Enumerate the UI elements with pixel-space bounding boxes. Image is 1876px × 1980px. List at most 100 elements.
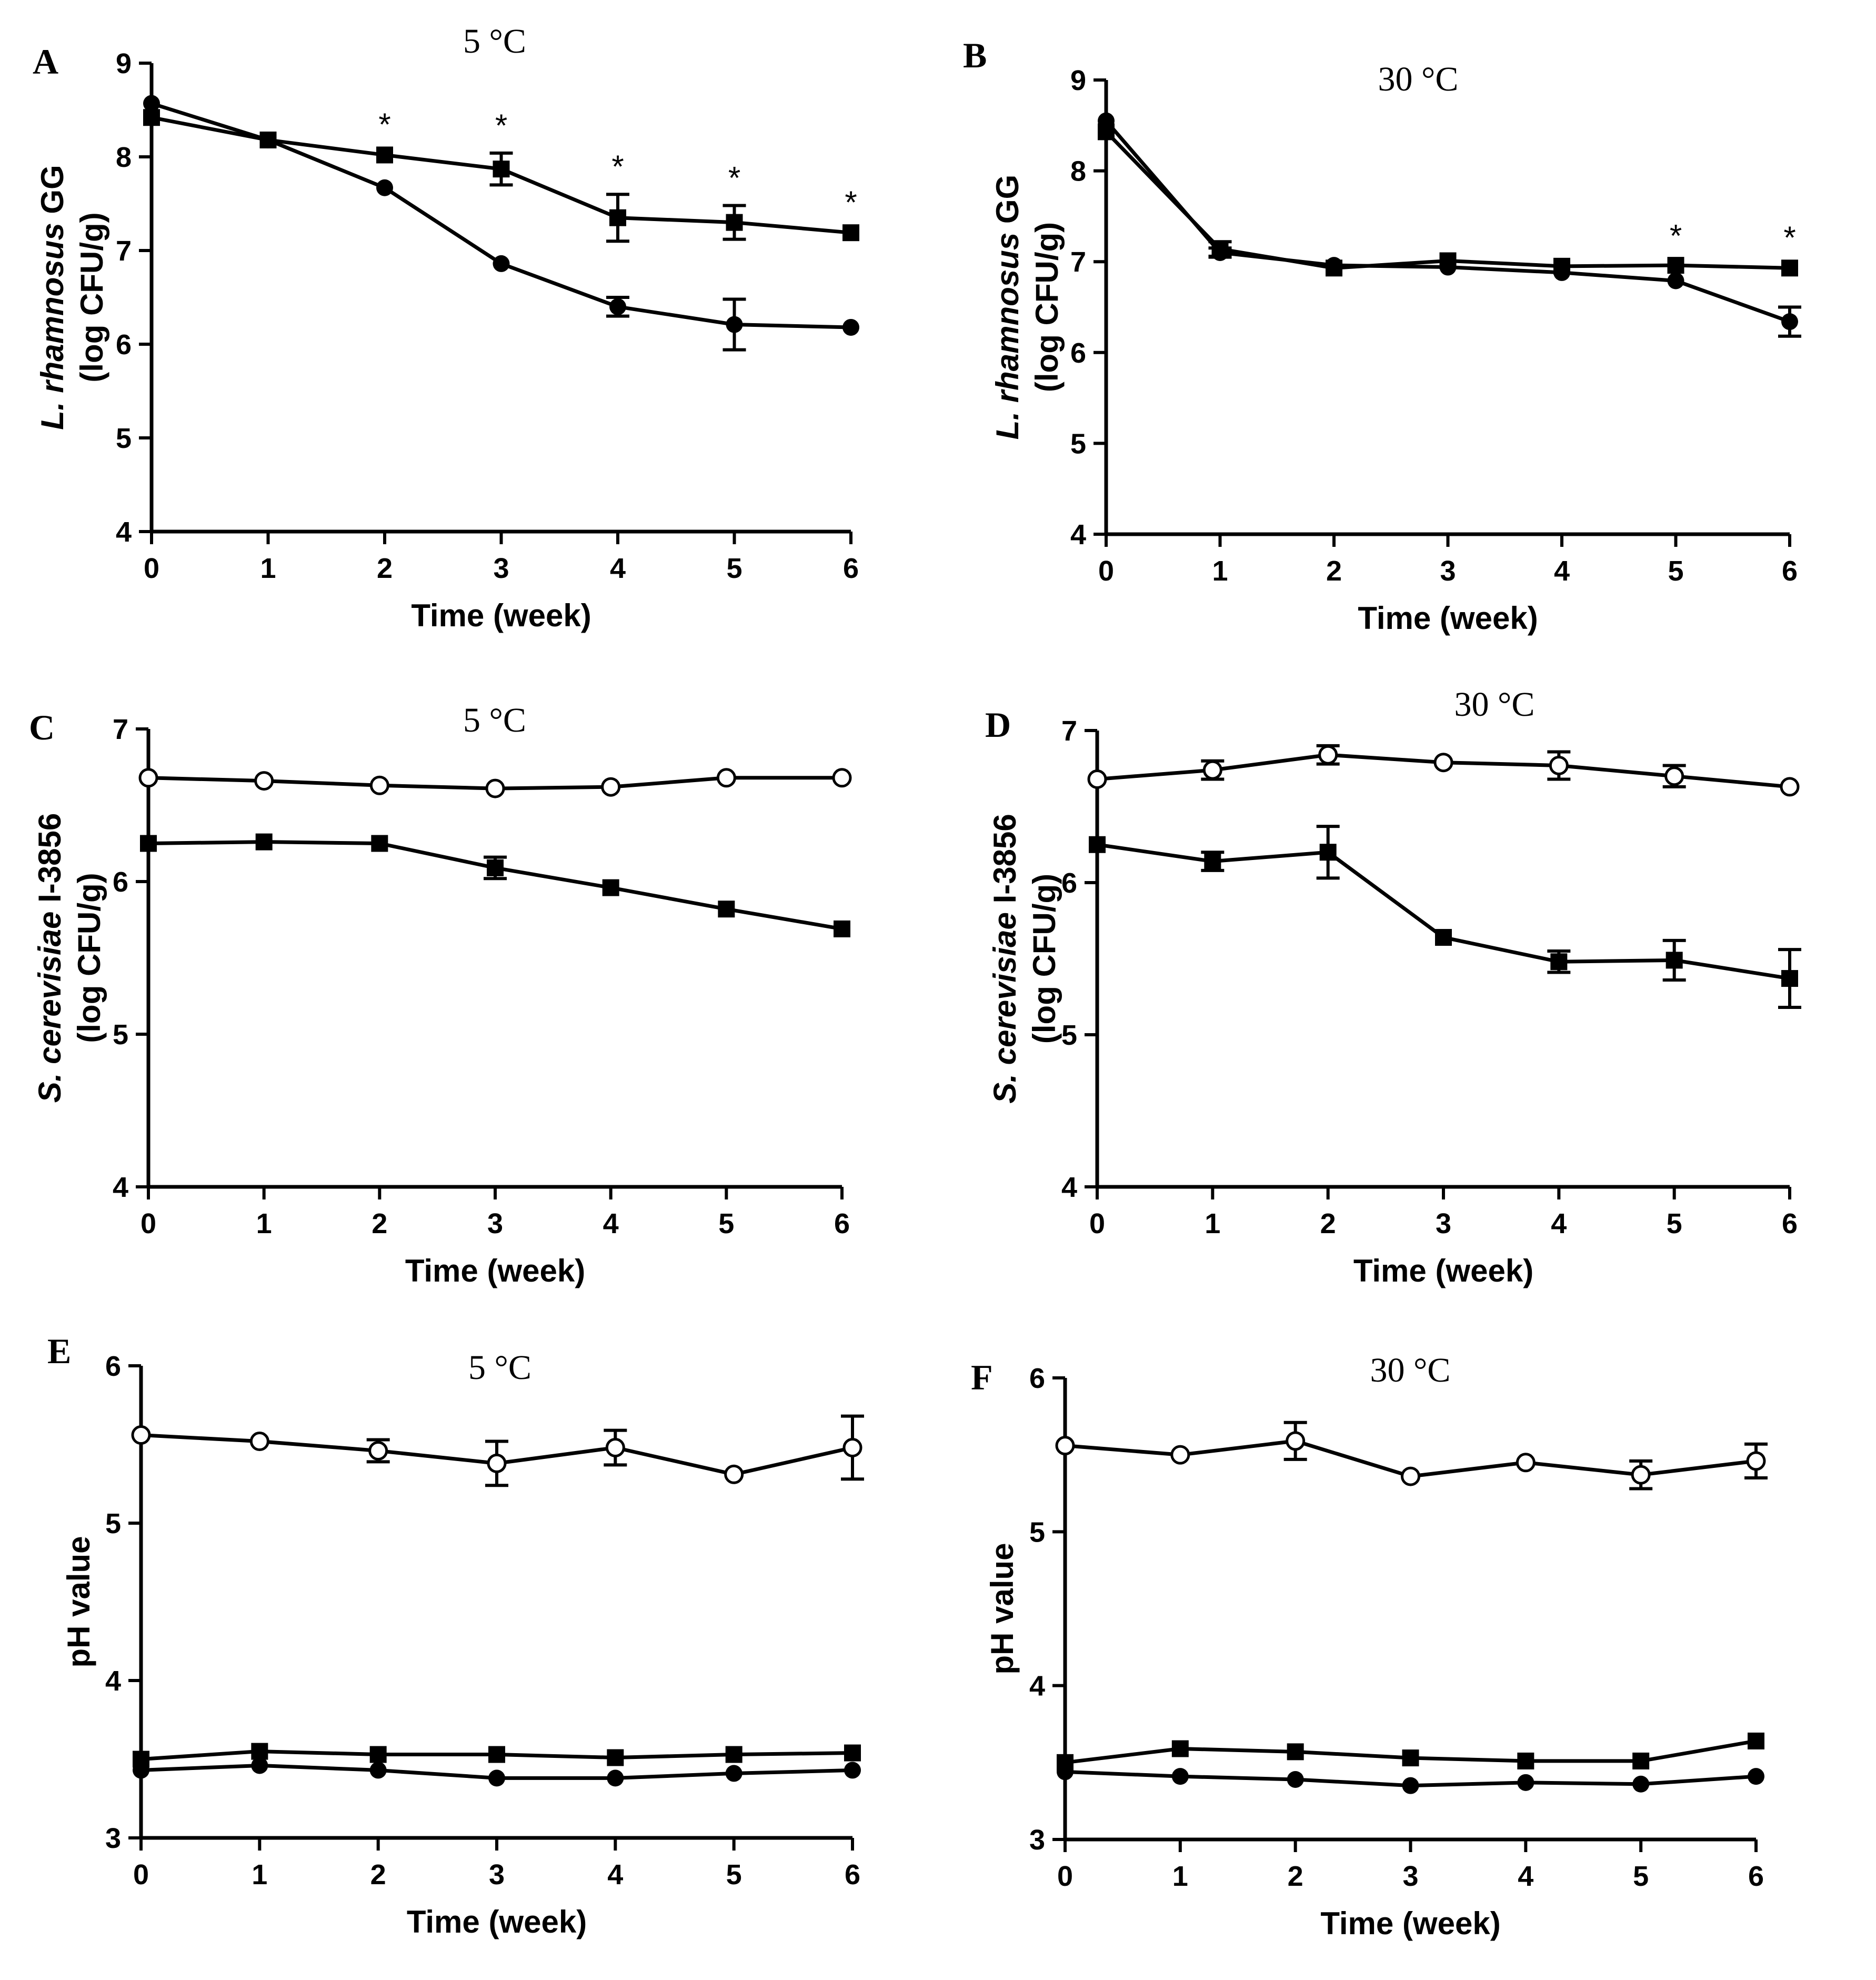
data-point-square [1632,1752,1650,1769]
x-tick-label: 3 [493,553,509,584]
x-tick-label: 1 [256,1208,272,1239]
x-tick-label: 0 [141,1208,156,1239]
y-tick-label: 4 [105,1665,121,1697]
y-tick-label: 6 [1070,337,1086,369]
significance-star: * [728,161,740,196]
x-tick-label: 6 [1782,555,1798,587]
x-tick-label: 5 [718,1208,734,1239]
y-axis-label-species: L. rhamnosus [35,223,70,429]
data-point-open-circle [138,768,158,788]
x-axis-label: Time (week) [407,1904,587,1939]
data-point-open-circle [368,1441,388,1461]
data-point-square [1781,970,1798,987]
panel-title: 5 °C [463,701,526,739]
significance-star: * [1783,220,1795,255]
x-tick-label: 6 [834,1208,850,1239]
x-tick-label: 4 [610,553,626,584]
y-axis-label-text: GG [990,175,1025,233]
x-axis-label: Time (week) [405,1253,585,1288]
x-tick-label: 6 [1782,1208,1798,1239]
x-tick-label: 2 [372,1208,387,1239]
data-point-open-circle [369,775,389,795]
x-tick-label: 4 [1518,1861,1533,1892]
x-tick-label: 0 [1089,1208,1105,1239]
data-point-open-circle [1433,753,1453,773]
data-point-open-circle [1664,766,1684,786]
data-point-square [487,859,504,876]
y-tick-label: 7 [113,714,128,745]
data-point-square [1550,953,1568,971]
data-point-square [609,209,626,226]
data-point-circle [609,298,626,315]
data-point-open-circle [485,778,505,798]
x-axis-label: Time (week) [1353,1253,1533,1288]
data-point-open-circle [724,1464,744,1484]
data-point-square [1204,853,1221,870]
series-1-circle [1098,112,1801,338]
data-point-open-circle [249,1432,269,1452]
y-tick-label: 4 [113,1172,128,1203]
data-point-open-circle [131,1425,151,1445]
x-tick-label: 5 [1668,555,1683,587]
y-axis-label-unit: (log CFU/g) [1027,874,1062,1044]
data-point-square [1748,1732,1764,1749]
x-tick-label: 5 [1667,1208,1682,1239]
series-line [148,840,842,931]
data-point-square [1402,1749,1419,1767]
y-axis-label-unit: (log CFU/g) [72,873,107,1043]
data-point-square [1287,1743,1304,1761]
y-axis-label-text: pH value [985,1543,1020,1674]
series-0-square [143,109,859,243]
panel-f: F 30 °C 3 4 5 6 0 1 2 3 4 5 6 Time (week) pH value [971,1351,1768,1941]
data-point-circle [1748,1768,1764,1785]
data-point-circle [842,318,859,336]
series-0-square [1098,123,1798,277]
panel-letter: E [47,1331,71,1371]
panel-title: 30 °C [1370,1351,1451,1389]
data-point-square [376,146,393,164]
series-line [1105,119,1791,324]
y-tick-label: 5 [105,1508,121,1539]
data-point-square [607,1749,624,1766]
data-point-open-circle [1055,1436,1075,1456]
data-point-open-circle [1631,1465,1651,1485]
y-axis-label-text: GG [35,165,70,223]
data-point-square [602,879,619,896]
y-axis-label: L. rhamnosus GG [35,165,70,429]
data-point-square [725,1746,743,1763]
y-tick-label: 3 [1029,1824,1045,1856]
y-tick-label: 4 [116,516,132,548]
data-point-circle [726,316,743,333]
data-point-open-circle [254,771,274,791]
data-point-open-circle [1746,1451,1766,1471]
y-axis-label: L. rhamnosus GG [990,175,1025,439]
data-point-square [1517,1752,1534,1769]
y-tick-label: 6 [1029,1363,1045,1394]
data-point-circle [1402,1777,1419,1794]
data-point-open-circle [1286,1431,1306,1451]
x-tick-label: 1 [1205,1208,1220,1239]
panel-letter: C [29,707,55,747]
data-point-circle [1211,244,1229,261]
data-point-square [143,109,160,126]
x-tick-label: 2 [1320,1208,1336,1239]
data-point-square [1667,257,1684,274]
data-point-open-circle [1318,745,1338,765]
x-tick-label: 1 [1212,555,1228,587]
y-tick-label: 8 [1070,156,1086,187]
y-axis-label-text: pH value [61,1536,96,1667]
x-tick-label: 0 [1057,1861,1073,1892]
significance-star: * [1670,218,1682,254]
significance-star: * [611,149,624,184]
data-point-circle [1781,313,1798,331]
panel-letter: A [33,42,58,82]
data-point-circle [143,95,160,112]
data-point-circle [607,1769,624,1787]
x-tick-label: 4 [603,1208,619,1239]
series-1-square [140,833,850,937]
panel-title: 5 °C [463,22,526,61]
panel-title: 30 °C [1454,685,1535,724]
data-point-open-circle [605,1437,625,1457]
y-tick-label: 4 [1061,1172,1077,1203]
